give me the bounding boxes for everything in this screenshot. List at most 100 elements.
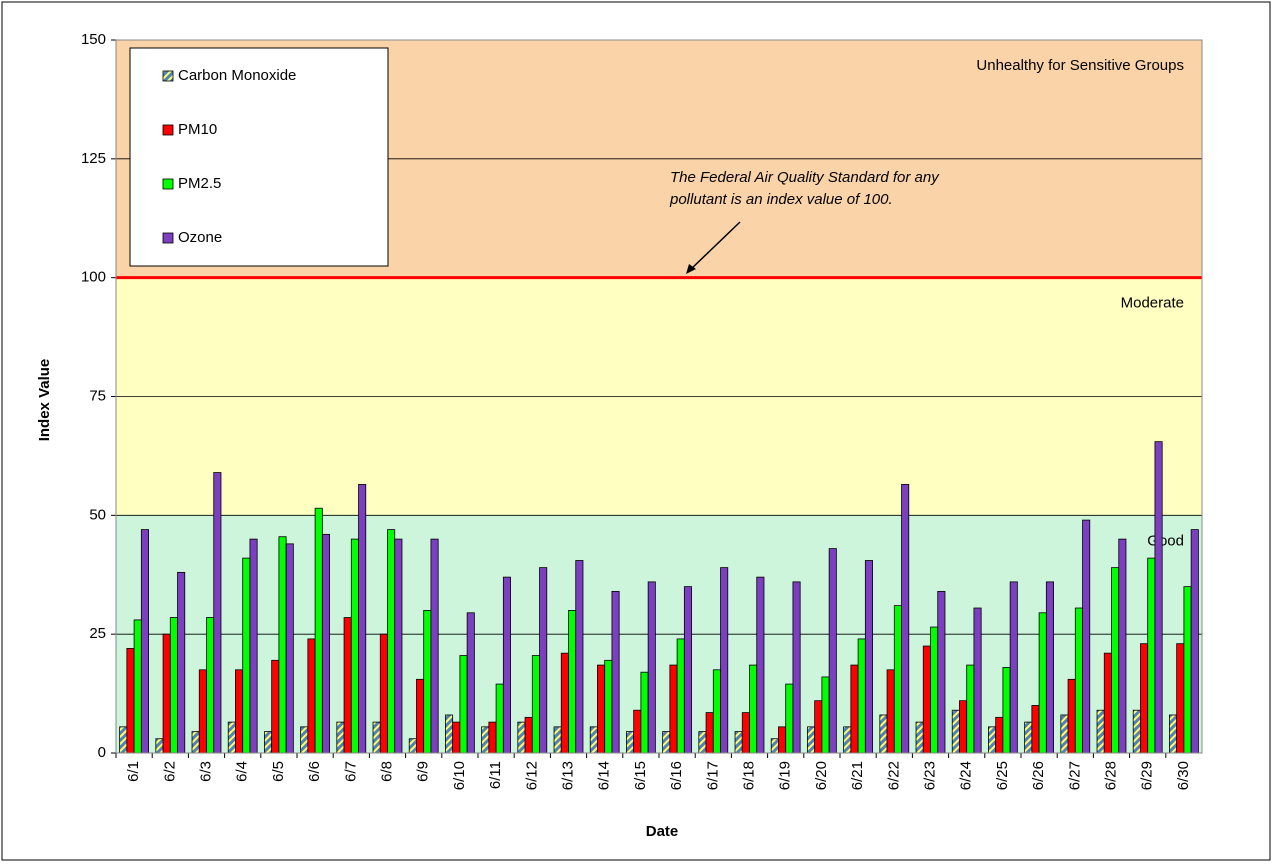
x-tick-label: 6/14 xyxy=(596,761,613,790)
bar xyxy=(937,590,946,754)
bar xyxy=(640,671,649,754)
bar xyxy=(517,721,526,754)
bar xyxy=(191,731,200,754)
bar xyxy=(264,731,273,754)
annotation: The Federal Air Quality Standard for any xyxy=(670,169,940,186)
annotation-arrow xyxy=(689,221,741,271)
x-tick-label: 6/15 xyxy=(632,761,649,790)
bar xyxy=(633,709,642,754)
x-tick-label: 6/28 xyxy=(1102,761,1119,790)
bar xyxy=(647,581,656,754)
bar xyxy=(466,612,475,754)
bar xyxy=(227,721,236,754)
bar xyxy=(169,617,178,754)
bar xyxy=(553,726,562,754)
bar xyxy=(379,633,388,754)
x-tick-label: 6/18 xyxy=(740,761,757,790)
bar xyxy=(683,586,692,754)
x-tick-label: 6/8 xyxy=(378,761,395,782)
bar xyxy=(1009,581,1018,754)
legend-box xyxy=(129,47,389,267)
bar xyxy=(676,638,685,754)
bar xyxy=(589,726,598,754)
bar xyxy=(879,714,888,754)
bar xyxy=(785,683,794,754)
bar xyxy=(814,700,823,754)
bar xyxy=(524,716,533,754)
bar xyxy=(336,721,345,754)
bar xyxy=(850,664,859,754)
x-tick-label: 6/22 xyxy=(885,761,902,790)
bar xyxy=(597,664,606,754)
bar xyxy=(307,638,316,754)
bar xyxy=(235,669,244,754)
legend-swatch xyxy=(162,70,174,82)
bar xyxy=(213,472,222,754)
bar xyxy=(698,731,707,754)
bar xyxy=(452,721,461,754)
x-tick-label: 6/25 xyxy=(994,761,1011,790)
bar xyxy=(1038,612,1047,754)
bar xyxy=(1031,705,1040,754)
bar xyxy=(459,655,468,754)
bar xyxy=(662,731,671,754)
bar xyxy=(886,669,895,754)
x-tick-label: 6/5 xyxy=(270,761,287,782)
legend-label: PM2.5 xyxy=(178,175,221,192)
bar xyxy=(1074,607,1083,754)
bar xyxy=(1002,667,1011,754)
bar xyxy=(408,738,417,754)
x-tick-label: 6/30 xyxy=(1175,761,1192,790)
x-tick-label: 6/6 xyxy=(306,761,323,782)
bar xyxy=(951,709,960,754)
bar xyxy=(1045,581,1054,754)
bar xyxy=(1111,567,1120,754)
band-label: Good xyxy=(1147,532,1184,549)
bar xyxy=(1103,652,1112,754)
bar xyxy=(416,678,425,754)
x-tick-label: 6/10 xyxy=(451,761,468,790)
bar xyxy=(959,700,968,754)
bar xyxy=(1176,643,1185,754)
bar xyxy=(198,669,207,754)
y-tick-label: 25 xyxy=(89,625,106,642)
legend-swatch xyxy=(162,178,174,190)
bar xyxy=(343,617,352,754)
x-tick-label: 6/2 xyxy=(161,761,178,782)
x-tick-label: 6/7 xyxy=(342,761,359,782)
bar xyxy=(1060,714,1069,754)
bar xyxy=(901,484,910,754)
bar xyxy=(249,538,258,754)
legend-swatch xyxy=(162,232,174,244)
bar xyxy=(394,538,403,754)
bar xyxy=(1154,441,1163,754)
bar xyxy=(966,664,975,754)
x-tick-label: 6/21 xyxy=(849,761,866,790)
bar xyxy=(1132,709,1141,754)
bar xyxy=(133,619,142,754)
x-tick-label: 6/24 xyxy=(958,761,975,790)
x-tick-label: 6/9 xyxy=(415,761,432,782)
plot-border xyxy=(115,39,1203,754)
x-tick-label: 6/26 xyxy=(1030,761,1047,790)
legend-label: Carbon Monoxide xyxy=(178,67,296,84)
bar xyxy=(1183,586,1192,754)
bar xyxy=(1067,678,1076,754)
bar xyxy=(177,571,186,754)
y-tick-label: 100 xyxy=(81,269,106,286)
x-tick-label: 6/3 xyxy=(197,761,214,782)
bar xyxy=(857,638,866,754)
x-tick-label: 6/17 xyxy=(704,761,721,790)
legend-label: Ozone xyxy=(178,229,222,246)
bar xyxy=(778,726,787,754)
x-tick-label: 6/29 xyxy=(1139,761,1156,790)
annotation-arrowhead xyxy=(686,264,696,274)
bar xyxy=(770,738,779,754)
legend-swatch xyxy=(162,124,174,136)
bar xyxy=(278,536,287,754)
bar xyxy=(922,645,931,754)
bar xyxy=(300,726,309,754)
legend-label: PM10 xyxy=(178,121,217,138)
y-tick-label: 0 xyxy=(98,744,106,761)
y-axis-label: Index Value xyxy=(36,359,53,442)
